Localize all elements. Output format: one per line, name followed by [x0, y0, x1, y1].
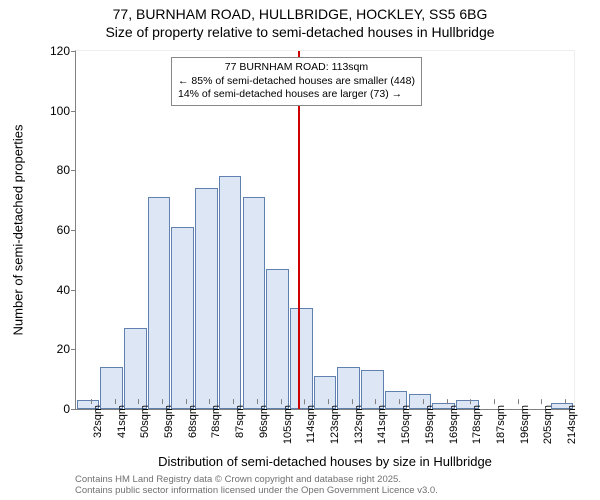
x-tick: 169sqm — [448, 405, 460, 444]
histogram-bar — [243, 197, 266, 409]
histogram-bar — [124, 328, 147, 409]
footer-line-1: Contains HM Land Registry data © Crown c… — [75, 474, 438, 485]
footer-line-2: Contains public sector information licen… — [75, 485, 438, 496]
x-tick: 78sqm — [210, 405, 222, 438]
histogram-bar — [195, 188, 218, 409]
x-tick: 132sqm — [353, 405, 365, 444]
histogram-bar — [100, 367, 123, 409]
chart-container: 77, BURNHAM ROAD, HULLBRIDGE, HOCKLEY, S… — [0, 0, 600, 500]
y-tick: 60 — [38, 223, 70, 237]
x-tick: 114sqm — [305, 405, 317, 443]
histogram-bar — [219, 176, 242, 409]
x-axis-label: Distribution of semi-detached houses by … — [75, 454, 575, 469]
histogram-bar — [361, 370, 384, 409]
y-axis-label: Number of semi-detached properties — [11, 125, 26, 336]
y-tick: 120 — [38, 44, 70, 58]
title-line-1: 77, BURNHAM ROAD, HULLBRIDGE, HOCKLEY, S… — [0, 6, 600, 22]
annotation-line: 77 BURNHAM ROAD: 113sqm — [178, 61, 415, 75]
histogram-bar — [148, 197, 171, 409]
y-tick: 20 — [38, 342, 70, 356]
x-tick: 159sqm — [424, 405, 436, 444]
y-tick: 80 — [38, 163, 70, 177]
y-tick: 0 — [38, 402, 70, 416]
x-tick: 68sqm — [187, 405, 199, 438]
x-tick: 205sqm — [542, 405, 554, 444]
x-tick: 178sqm — [471, 405, 483, 444]
footer-attribution: Contains HM Land Registry data © Crown c… — [75, 474, 438, 497]
histogram-bar — [171, 227, 194, 409]
x-tick: 196sqm — [519, 405, 531, 444]
x-tick: 87sqm — [234, 405, 246, 438]
plot-area: 02040608010012032sqm41sqm50sqm59sqm68sqm… — [75, 50, 575, 410]
x-tick: 150sqm — [400, 405, 412, 444]
annotation-line: ← 85% of semi-detached houses are smalle… — [178, 75, 415, 89]
y-tick: 40 — [38, 283, 70, 297]
x-tick: 59sqm — [163, 405, 175, 438]
x-tick: 141sqm — [376, 405, 388, 444]
histogram-bar — [337, 367, 360, 409]
title-line-2: Size of property relative to semi-detach… — [0, 24, 600, 40]
x-tick: 214sqm — [566, 405, 578, 444]
x-tick: 187sqm — [495, 405, 507, 444]
x-tick: 105sqm — [282, 405, 294, 444]
x-tick: 96sqm — [258, 405, 270, 438]
annotation-line: 14% of semi-detached houses are larger (… — [178, 88, 415, 102]
annotation-box: 77 BURNHAM ROAD: 113sqm← 85% of semi-det… — [171, 57, 422, 106]
x-tick: 41sqm — [116, 405, 128, 438]
x-tick: 50sqm — [139, 405, 151, 438]
histogram-bar — [290, 308, 313, 409]
histogram-bar — [266, 269, 289, 409]
y-tick: 100 — [38, 104, 70, 118]
x-tick: 123sqm — [329, 405, 341, 444]
x-tick: 32sqm — [92, 405, 104, 438]
